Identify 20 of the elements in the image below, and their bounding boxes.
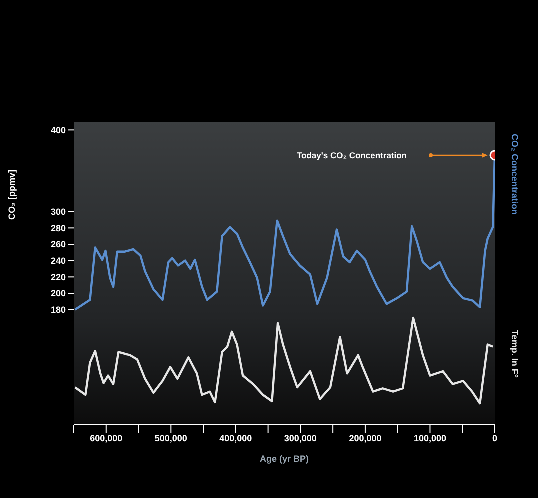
y-tick-label: 260: [50, 240, 66, 250]
x-tick-label: 300,000: [284, 433, 317, 444]
y-tick-label: 280: [50, 223, 66, 234]
y-tick-label: 180: [50, 305, 66, 316]
x-tick-label: 0: [492, 433, 498, 444]
x-tick-label: 600,000: [90, 433, 123, 444]
y-tick-label: 300: [50, 207, 66, 218]
x-tick-label: 500,000: [154, 433, 188, 444]
y-tick-label: 400: [50, 125, 66, 136]
text: CO₂ Concentration: [510, 134, 520, 217]
y-axis-title: CO₂ [ppmv]: [7, 170, 18, 220]
annotation: Today's CO₂ Concentration: [296, 150, 407, 160]
y-tick-label: 200: [50, 288, 66, 299]
x-tick-label: 400,000: [220, 433, 252, 444]
y-tick-label: 220: [50, 272, 66, 282]
x-axis-title: Age (yr BP): [260, 454, 310, 464]
text: Temp. In F°: [510, 330, 520, 380]
x-tick-label: 200,000: [349, 433, 382, 444]
y-tick-label: 240: [50, 256, 66, 266]
x-tick-label: 100,000: [414, 433, 447, 444]
